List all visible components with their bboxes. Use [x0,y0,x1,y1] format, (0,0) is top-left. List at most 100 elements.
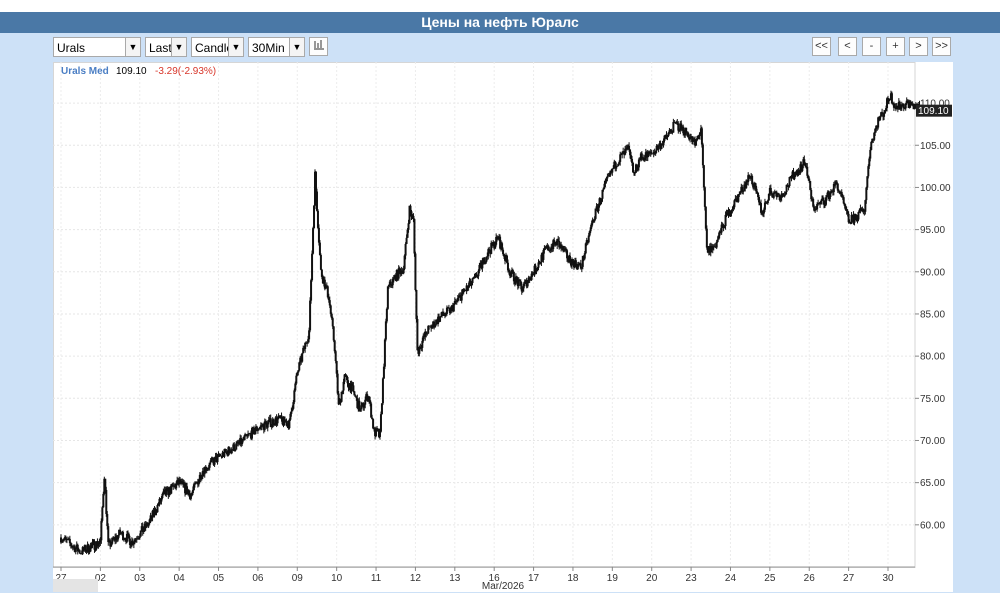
candle-body [68,538,71,544]
candle-body [162,491,165,494]
x-tick-label: 30 [882,573,894,584]
candle-body [534,265,537,272]
candle-body [351,383,354,386]
candle-body [616,166,619,167]
style-select[interactable]: Candle ▼ [191,37,244,57]
candle-body [692,139,695,142]
candle-body [467,285,470,289]
candle-body [649,151,652,154]
candle-body [494,244,497,249]
candle-body [579,263,582,269]
nav-prev-button[interactable]: < [838,37,857,56]
chevron-down-icon: ▼ [289,38,304,56]
candle-body [662,140,665,146]
candle-body [629,149,632,156]
candle-body [292,402,295,409]
candle-body [590,223,593,228]
chart-area[interactable]: 60.00 65.00 70.00 75.00 80.00 85.00 90.00 95.00… [53,62,953,592]
nav-last-button[interactable]: >> [932,37,951,56]
candle-body [197,479,200,485]
candle-body [900,104,903,108]
candle-body [570,259,573,266]
candle-body [857,212,860,220]
x-tick-label: 06 [252,573,264,584]
candle-body [445,307,448,314]
candle-body [767,193,770,201]
candle-body [910,103,913,106]
candle-body [866,176,869,188]
candle-body [496,236,499,238]
candle-body [810,189,813,200]
candle-body [485,256,488,263]
bar-chart-icon[interactable] [309,37,328,56]
x-tick-label: 19 [607,573,619,584]
candle-body [216,454,219,463]
candle-body [912,103,915,110]
candle-body [703,187,706,207]
y-tick-label: 60.00 [920,520,945,531]
candle-body [355,396,358,399]
candle-body [297,370,300,373]
candle-body [397,268,400,279]
nav-first-button[interactable]: << [812,37,831,56]
chart-toolbar: Urals ▼ Last ▼ Candle ▼ 30Min ▼ << < - +… [0,33,1000,59]
price-chart[interactable]: 60.00 65.00 70.00 75.00 80.00 85.00 90.00 95.00… [53,62,953,592]
candle-body [730,210,733,214]
candle-body [508,271,511,276]
candle-body [705,228,708,248]
candle-body [731,209,734,211]
candle-body [702,165,705,188]
candle-body [387,285,390,287]
candle-body [503,254,506,257]
candle-body [808,178,811,182]
candle-body [670,130,673,132]
candle-body [291,408,294,412]
candle-body [484,262,487,264]
candle-body [717,235,720,240]
bar-chart-icon-glyph [313,40,324,50]
candle-body [409,205,412,212]
candle-body [521,288,524,292]
candle-body [825,195,828,198]
candle-body [511,270,514,273]
candle-body [452,304,455,312]
candle-body [856,219,859,221]
candle-body [276,418,279,424]
candle-body [175,483,178,489]
candle-body [158,498,161,506]
candle-body [109,540,112,547]
candle-body [877,117,880,128]
candle-body [665,134,668,137]
candle-body [601,189,604,199]
candle-body [247,434,250,436]
scrollbar-thumb[interactable] [53,579,98,592]
candle-body [777,193,780,195]
nav-next-button[interactable]: > [909,37,928,56]
candle-body [433,321,436,328]
candle-body [741,186,744,192]
candle-body [835,181,838,184]
x-tick-label: 13 [449,573,461,584]
interval-select[interactable]: 30Min ▼ [248,37,305,57]
candle-body [612,168,615,170]
candle-body [905,100,908,104]
candle-body [422,335,425,341]
y-tick-label: 100.00 [920,183,951,194]
candle-body [678,130,681,132]
candle-body [270,424,273,428]
candle-body [189,495,192,499]
candle-body [440,316,443,317]
candle-body [298,362,301,371]
zoom-in-button[interactable]: + [886,37,905,56]
candle-body [483,257,486,264]
candle-body [410,211,413,217]
candle-body [704,206,707,229]
candle-body [375,429,378,437]
candle-body [425,331,428,334]
candle-body [529,279,532,281]
chart-panel: Urals ▼ Last ▼ Candle ▼ 30Min ▼ << < - +… [0,33,1000,593]
field-select[interactable]: Last ▼ [145,37,187,57]
candle-body [626,147,629,150]
symbol-select[interactable]: Urals ▼ [53,37,141,57]
zoom-out-button[interactable]: - [862,37,881,56]
